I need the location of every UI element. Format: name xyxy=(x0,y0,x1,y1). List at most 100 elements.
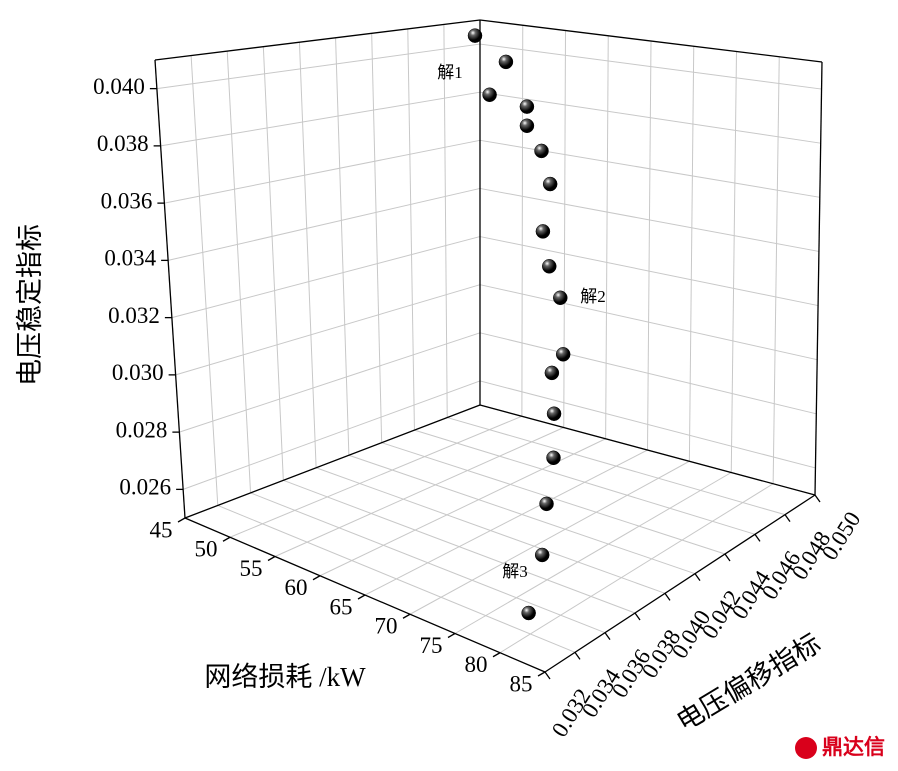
frame-edge xyxy=(479,19,823,63)
grid-line xyxy=(217,504,576,653)
grid-line xyxy=(171,236,481,319)
point xyxy=(498,54,514,70)
grid-line xyxy=(647,40,652,451)
point xyxy=(534,143,549,159)
grid-line xyxy=(407,28,415,431)
grid-line xyxy=(454,472,732,634)
point xyxy=(467,28,483,43)
z-tick-label: 0.038 xyxy=(97,131,149,156)
grid-line xyxy=(182,380,481,490)
y-tick xyxy=(754,533,761,542)
grid-line xyxy=(381,442,726,555)
grid-line xyxy=(371,33,383,443)
z-tick-label: 0.028 xyxy=(116,417,168,442)
z-tick-label: 0.040 xyxy=(93,74,145,99)
x-tick-label: 65 xyxy=(330,594,353,619)
x-tick-label: 50 xyxy=(195,537,218,562)
grid-line xyxy=(409,460,690,615)
z-tick-label: 0.026 xyxy=(119,475,171,500)
x-tick xyxy=(537,671,546,677)
x-tick xyxy=(402,613,411,619)
annotation: 解3 xyxy=(502,562,528,581)
x-tick xyxy=(312,575,321,581)
x-tick-label: 85 xyxy=(510,671,533,696)
grid-line xyxy=(479,284,818,361)
grid-line xyxy=(319,438,606,577)
grid-line xyxy=(479,187,820,252)
grid-line xyxy=(364,449,648,596)
grid-line xyxy=(479,380,816,469)
point xyxy=(542,259,557,274)
y-tick xyxy=(784,514,791,523)
point xyxy=(539,496,554,512)
grid-line xyxy=(447,417,786,516)
watermark-text: 鼎达信 xyxy=(822,735,885,759)
y-tick xyxy=(694,573,701,582)
x-tick xyxy=(447,632,456,639)
frame-edge xyxy=(154,19,481,61)
x-tick-label: 80 xyxy=(465,652,488,677)
watermark-icon xyxy=(795,737,817,759)
x-tick-label: 45 xyxy=(150,517,173,542)
z-axis-title: 电压稳定指标 xyxy=(15,224,45,386)
x-tick-label: 55 xyxy=(240,556,263,581)
grid-line xyxy=(274,427,564,557)
point xyxy=(482,87,497,103)
frame-edge xyxy=(814,61,823,496)
x-tick-label: 75 xyxy=(420,633,443,658)
grid-line xyxy=(262,46,284,481)
point xyxy=(555,347,571,362)
grid-line xyxy=(730,51,737,473)
grid-line xyxy=(335,37,350,456)
grid-line xyxy=(190,55,219,506)
grid-line xyxy=(479,236,819,307)
grid-line xyxy=(179,332,481,433)
point xyxy=(546,406,562,421)
grid-line xyxy=(479,43,822,90)
frame-edge xyxy=(154,59,186,519)
frame-edge xyxy=(544,494,816,673)
x-tick xyxy=(492,652,501,658)
point xyxy=(544,365,560,381)
annotation: 解1 xyxy=(437,63,463,82)
grid-line xyxy=(156,43,481,90)
points xyxy=(467,28,571,621)
point xyxy=(553,290,568,306)
x-tick xyxy=(222,536,231,542)
grid-line xyxy=(479,332,817,415)
grid-line xyxy=(298,42,317,468)
y-tick xyxy=(604,632,611,641)
frame-edge xyxy=(479,404,816,496)
grid-line xyxy=(160,91,481,147)
grid-line xyxy=(688,46,695,462)
grid-line xyxy=(772,56,780,484)
x-tick xyxy=(177,517,186,523)
grid-line xyxy=(443,24,448,418)
x-tick xyxy=(267,555,276,562)
y-tick xyxy=(544,671,551,680)
y-tick xyxy=(814,494,821,503)
grid-line xyxy=(283,479,636,614)
point xyxy=(534,547,550,563)
point xyxy=(519,99,535,114)
z-tick-label: 0.036 xyxy=(101,188,153,213)
point xyxy=(546,450,561,466)
z-tick-label: 0.034 xyxy=(104,246,156,271)
annotation: 解2 xyxy=(580,287,606,306)
grid-line xyxy=(164,139,481,204)
frame-edge xyxy=(184,404,481,519)
grid-line xyxy=(348,454,696,575)
x-tick xyxy=(357,594,366,600)
grid-line xyxy=(226,51,252,493)
grid-line xyxy=(168,187,481,261)
point xyxy=(542,176,558,192)
watermark: 鼎达信 xyxy=(795,735,885,759)
point xyxy=(521,605,536,621)
x-tick-label: 60 xyxy=(285,575,308,600)
y-tick xyxy=(724,553,731,562)
x-tick-label: 70 xyxy=(375,614,398,639)
grid-line xyxy=(414,429,756,535)
grid-line xyxy=(315,467,666,594)
grid-line xyxy=(605,35,609,439)
